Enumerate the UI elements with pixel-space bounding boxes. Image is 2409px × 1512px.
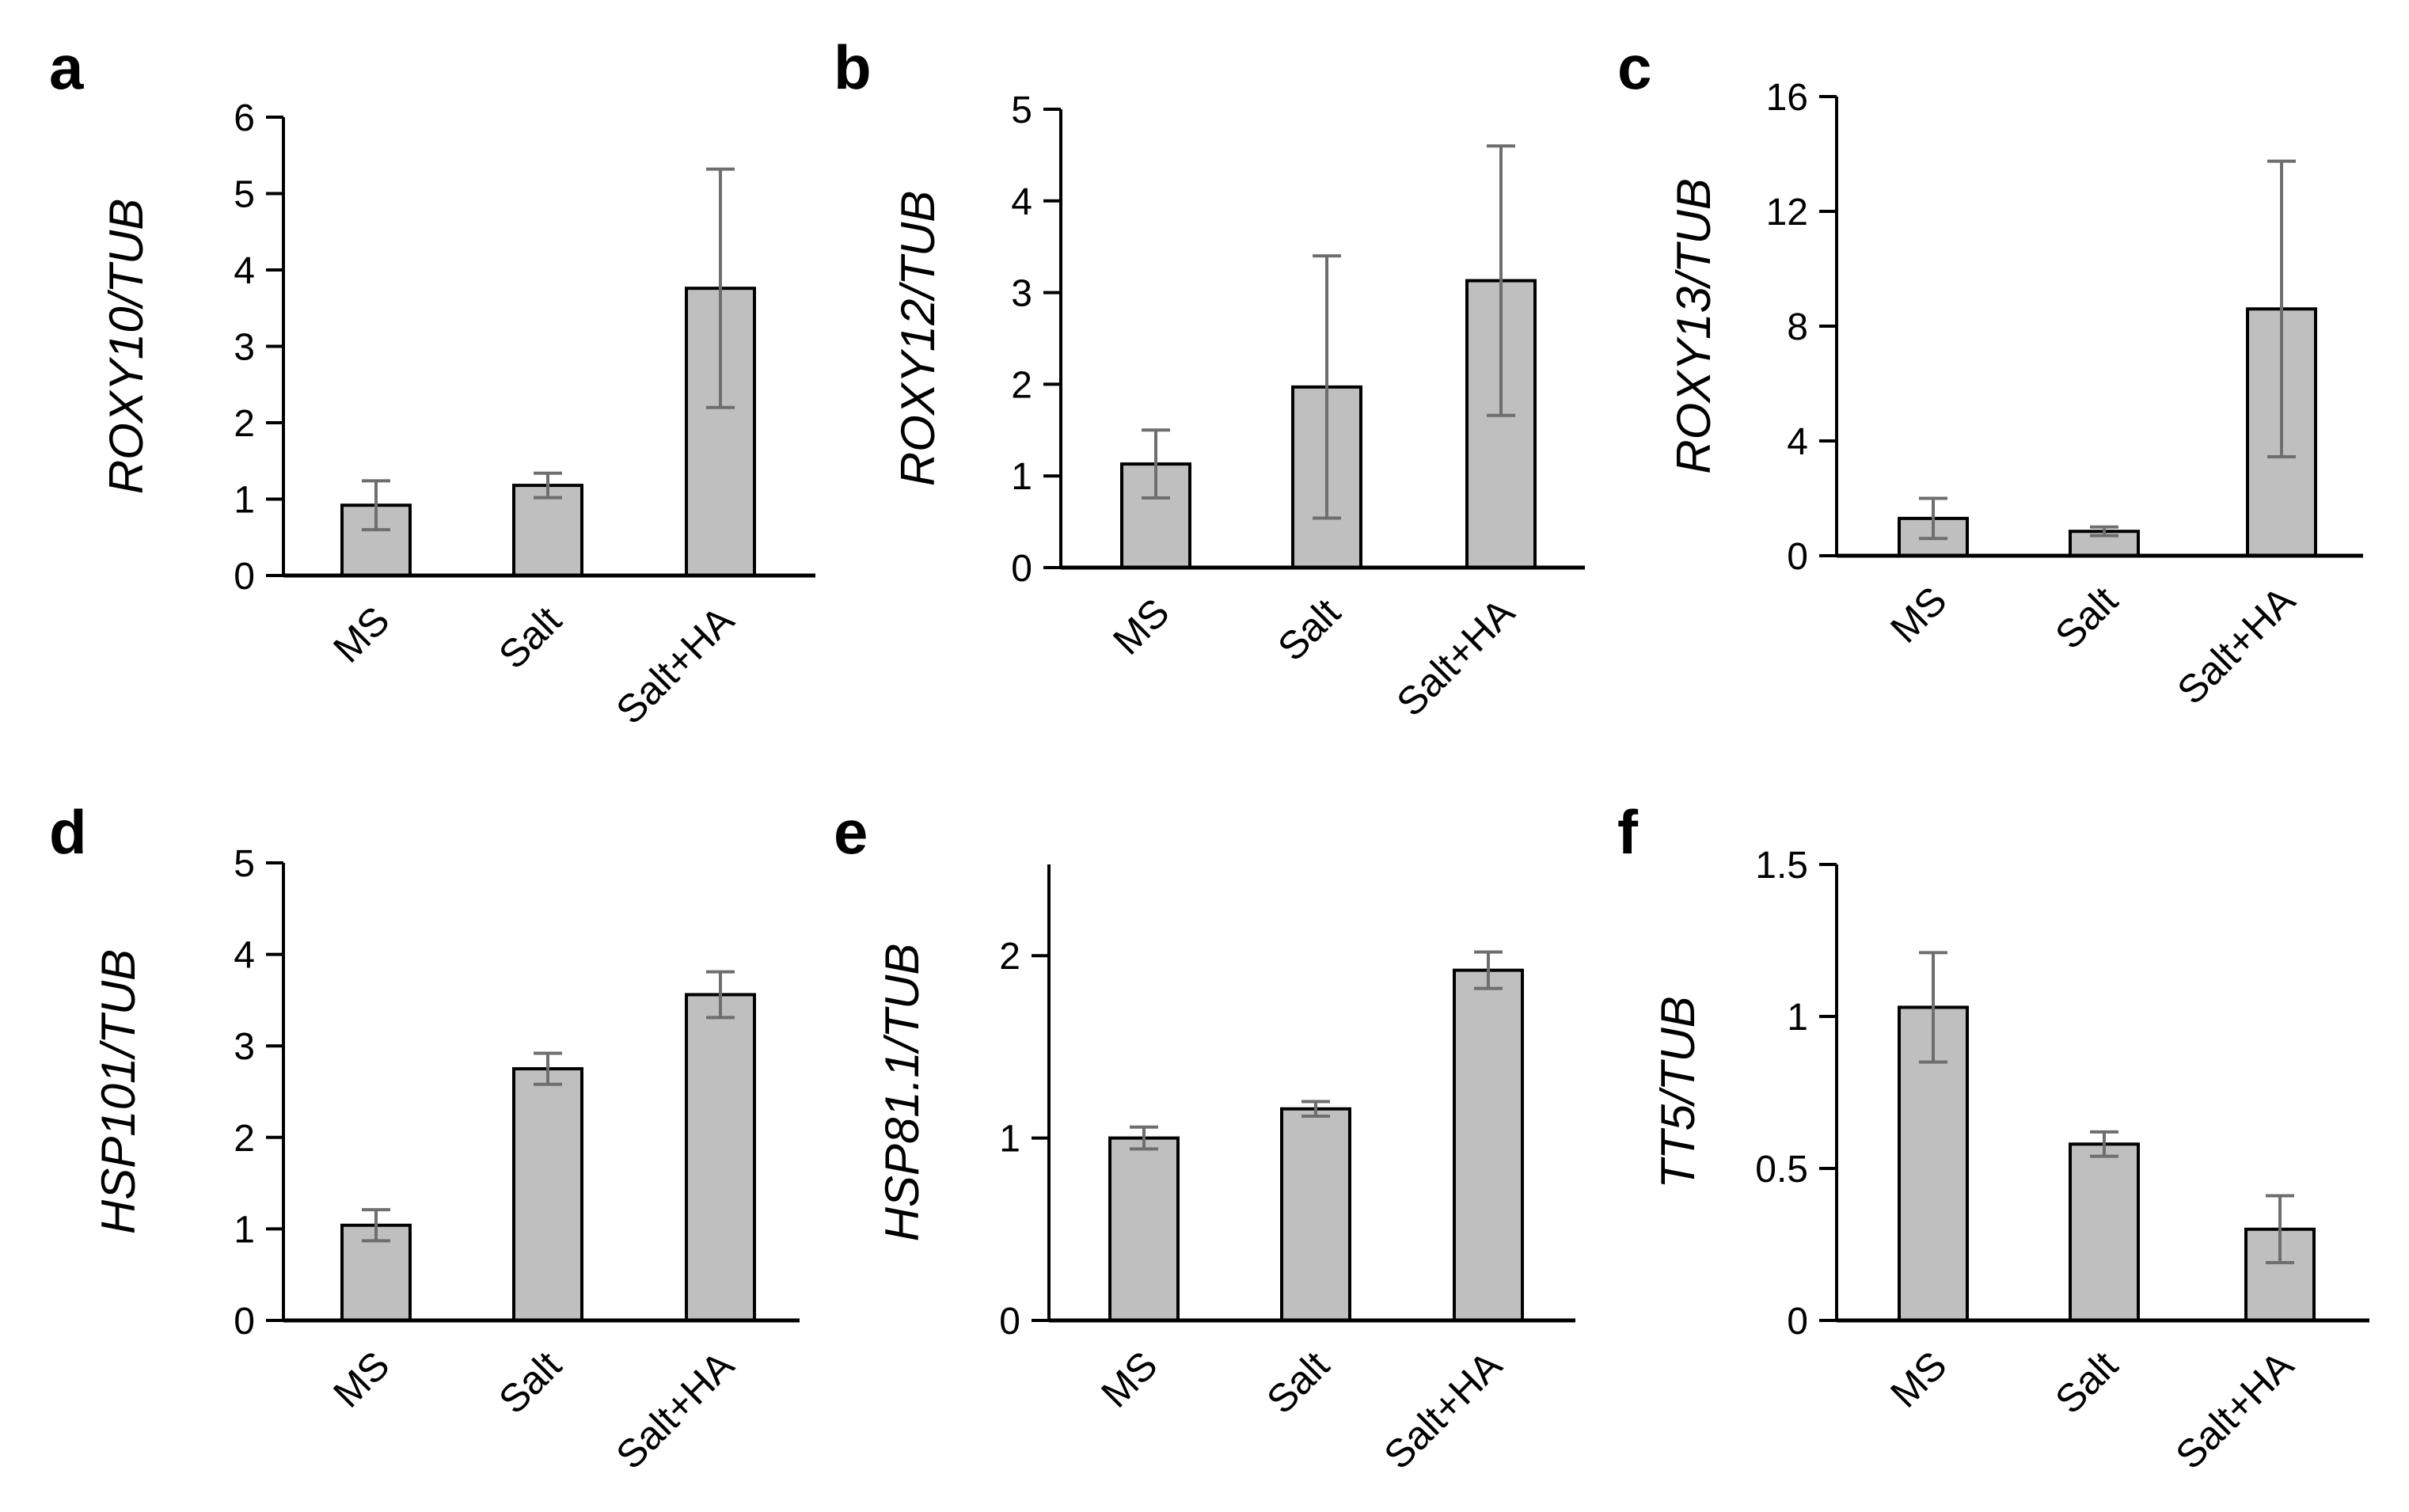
panel-d-y-tick-label: 4 — [234, 935, 255, 977]
panel-f-bar-salt — [2069, 1142, 2140, 1323]
panel-c-y-tick-label: 16 — [1766, 77, 1808, 119]
panel-f-letter: f — [1617, 797, 1639, 867]
panel-a-y-tick-label: 2 — [234, 403, 255, 445]
panel-f-category-label: Salt — [2046, 1343, 2126, 1423]
panel-c-y-tick-label: 0 — [1787, 536, 1808, 578]
panel-a-y-tick-label: 4 — [234, 250, 255, 292]
panel-e-y-axis-title: HSP81.1/TUB — [876, 944, 929, 1242]
panel-e-category-label: MS — [1092, 1343, 1166, 1416]
panel-b-category-label: Salt+HA — [1388, 590, 1523, 725]
panel-c-category-label: Salt — [2046, 578, 2126, 658]
panel-a-category-label: MS — [325, 598, 398, 671]
panel-f-y-tick-label: 0.5 — [1755, 1149, 1808, 1191]
panel-e-y-tick-label: 0 — [999, 1301, 1020, 1343]
panel-f-y-tick-label: 0 — [1787, 1301, 1808, 1343]
panel-f-category-label: MS — [1882, 1343, 1955, 1416]
panel-e-bar-ms — [1108, 1136, 1180, 1322]
panel-c-y-tick-label: 12 — [1766, 192, 1808, 234]
panel-a-y-tick-label: 3 — [234, 327, 255, 369]
panel-b-y-tick-label: 0 — [1011, 548, 1032, 590]
panel-a-category-label: Salt — [490, 598, 570, 678]
panel-c-category-label: Salt+HA — [2168, 578, 2304, 713]
panel-d-y-tick-label: 5 — [234, 843, 255, 885]
panel-d-y-tick-label: 0 — [234, 1301, 255, 1343]
panel-c-letter: c — [1617, 32, 1651, 102]
panel-b-category-label: MS — [1104, 590, 1178, 663]
panel-b-y-tick-label: 4 — [1011, 181, 1032, 223]
panel-a-y-tick-label: 6 — [234, 97, 255, 139]
panel-b-y-tick-label: 2 — [1011, 364, 1032, 406]
panel-d-y-tick-label: 2 — [234, 1118, 255, 1160]
panel-e-bar-salt-ha — [1453, 968, 1524, 1322]
panel-e-bar-salt — [1280, 1107, 1351, 1322]
panel-a-bar-salt — [512, 484, 583, 578]
panel-a-category-label: Salt+HA — [607, 598, 743, 733]
panel-b-letter: b — [834, 32, 872, 102]
panel-a-y-tick-label: 0 — [234, 556, 255, 598]
panel-f-category-label: Salt+HA — [2167, 1343, 2302, 1478]
panel-b-y-tick-label: 5 — [1011, 89, 1032, 131]
panel-c-y-tick-label: 8 — [1787, 306, 1808, 348]
panel-e-category-label: Salt+HA — [1375, 1343, 1510, 1478]
panel-b-y-axis-title: ROXY12/TUB — [891, 191, 944, 486]
panel-d-category-label: Salt+HA — [607, 1343, 743, 1478]
panel-f-y-axis-title: TT5/TUB — [1651, 996, 1704, 1188]
panel-e-letter: e — [834, 797, 868, 867]
panel-a-y-tick-label: 1 — [234, 480, 255, 522]
panel-a-letter: a — [49, 32, 84, 102]
panel-e-category-label: Salt — [1258, 1343, 1338, 1423]
panel-d-y-tick-label: 3 — [234, 1026, 255, 1068]
panel-d-y-axis-title: HSP101/TUB — [92, 949, 145, 1234]
panel-e-y-tick-label: 2 — [999, 936, 1020, 978]
panel-f-y-tick-label: 1.5 — [1755, 845, 1808, 887]
panel-c-category-label: MS — [1882, 578, 1955, 652]
panel-b-y-tick-label: 1 — [1011, 456, 1032, 498]
panel-d-category-label: MS — [325, 1343, 398, 1416]
panel-d-category-label: Salt — [490, 1343, 570, 1423]
panel-d-y-tick-label: 1 — [234, 1209, 255, 1251]
panel-d-bar-salt — [512, 1067, 583, 1322]
panel-c-y-axis-title: ROXY13/TUB — [1667, 178, 1720, 473]
panel-b-category-label: Salt — [1269, 590, 1349, 670]
panel-b-y-tick-label: 3 — [1011, 273, 1032, 315]
panel-e-y-tick-label: 1 — [999, 1119, 1020, 1161]
panel-d-letter: d — [49, 797, 87, 867]
panel-a-y-tick-label: 5 — [234, 174, 255, 216]
panel-c-y-tick-label: 4 — [1787, 421, 1808, 463]
panel-f-y-tick-label: 1 — [1787, 997, 1808, 1039]
panel-a-y-axis-title: ROXY10/TUB — [100, 199, 153, 494]
panel-a-bar-salt-ha — [685, 287, 756, 577]
panel-d-bar-salt-ha — [685, 993, 756, 1322]
